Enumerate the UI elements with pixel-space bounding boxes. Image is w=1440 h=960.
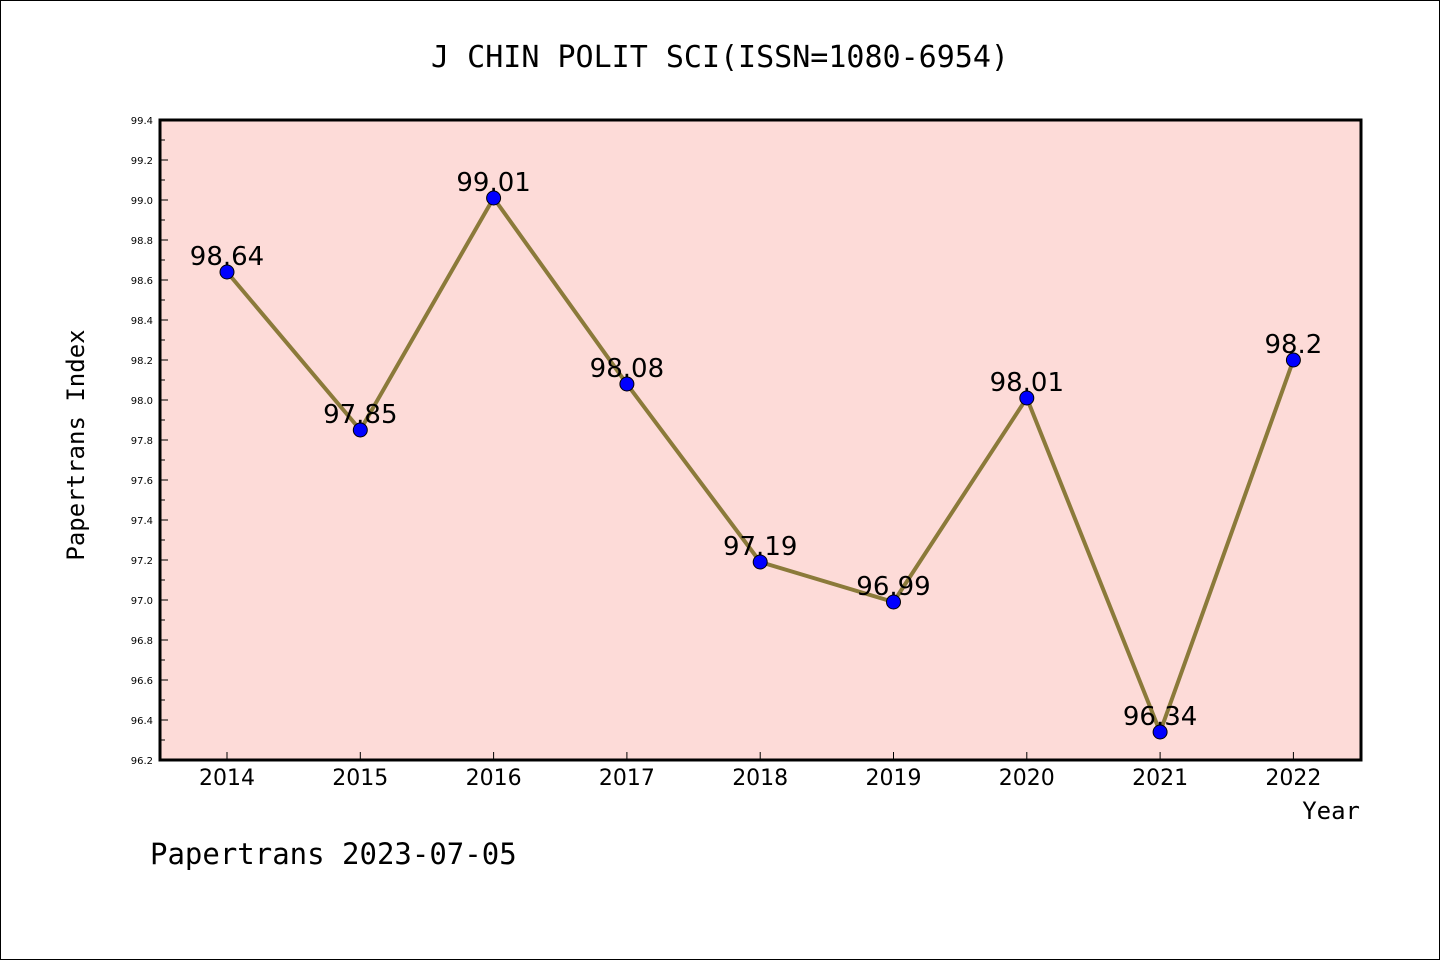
y-tick-label: 96.6 — [131, 676, 153, 687]
x-tick-label: 2022 — [1265, 766, 1321, 791]
x-axis-ticks: 2014 2015 2016 2017 2018 2019 2020 2021 2022 — [199, 752, 1321, 791]
data-point — [1019, 390, 1035, 406]
data-label: 97.85 — [323, 400, 397, 430]
y-tick-label: 98.2 — [131, 356, 153, 367]
data-label: 96.34 — [1123, 702, 1197, 732]
x-tick-label: 2020 — [999, 766, 1055, 791]
data-label: 96.99 — [856, 572, 930, 602]
data-label: 98.01 — [990, 368, 1064, 398]
data-point — [886, 594, 901, 610]
y-tick-label: 99.2 — [131, 156, 153, 167]
y-tick-label: 98.6 — [131, 276, 153, 287]
data-point — [486, 190, 502, 206]
y-axis-label: Papertrans Index — [62, 329, 90, 560]
y-tick-label: 98.0 — [131, 396, 153, 407]
data-point — [352, 422, 368, 438]
data-label: 98.08 — [590, 354, 664, 384]
y-tick-label: 99.0 — [131, 196, 153, 207]
y-tick-label: 96.2 — [131, 756, 153, 767]
y-tick-label: 98.4 — [131, 316, 153, 327]
data-point — [752, 554, 768, 570]
chart-title: J CHIN POLIT SCI(ISSN=1080-6954) — [431, 40, 1009, 75]
data-label: 97.19 — [723, 532, 797, 562]
y-tick-label: 99.4 — [131, 116, 153, 127]
series-points — [219, 190, 1301, 740]
y-tick-label: 97.0 — [131, 596, 153, 607]
plot-border — [158, 118, 1363, 762]
y-tick-label: 97.8 — [131, 436, 153, 447]
data-point — [1152, 724, 1168, 740]
x-tick-label: 2017 — [599, 766, 655, 791]
y-tick-label: 96.8 — [131, 636, 153, 647]
data-labels: 98.64 97.85 99.01 98.08 97.19 96.99 98.01 96.34… — [190, 168, 1323, 732]
data-label: 98.2 — [1264, 330, 1322, 360]
y-tick-label: 96.4 — [131, 716, 153, 727]
x-tick-label: 2018 — [732, 766, 788, 791]
y-tick-label: 97.6 — [131, 476, 153, 487]
x-tick-label: 2016 — [466, 766, 522, 791]
plot-area — [160, 120, 1361, 760]
y-axis-ticks: 96.2 96.4 96.6 96.8 97.0 97.2 97.4 97.6 97.8 98.0… — [131, 116, 168, 767]
data-point — [1285, 352, 1301, 368]
data-label: 99.01 — [456, 168, 530, 198]
y-tick-label: 98.8 — [131, 236, 153, 247]
x-axis-label: Year — [1302, 797, 1360, 825]
data-point — [219, 264, 235, 280]
y-tick-label: 97.4 — [131, 516, 153, 527]
x-tick-label: 2015 — [332, 766, 388, 791]
footer-text: Papertrans 2023-07-05 — [150, 837, 517, 871]
x-tick-label: 2014 — [199, 766, 255, 791]
data-point — [619, 376, 635, 392]
y-tick-label: 97.2 — [131, 556, 153, 567]
data-label: 98.64 — [190, 242, 264, 272]
x-tick-label: 2019 — [866, 766, 922, 791]
x-tick-label: 2021 — [1132, 766, 1188, 791]
